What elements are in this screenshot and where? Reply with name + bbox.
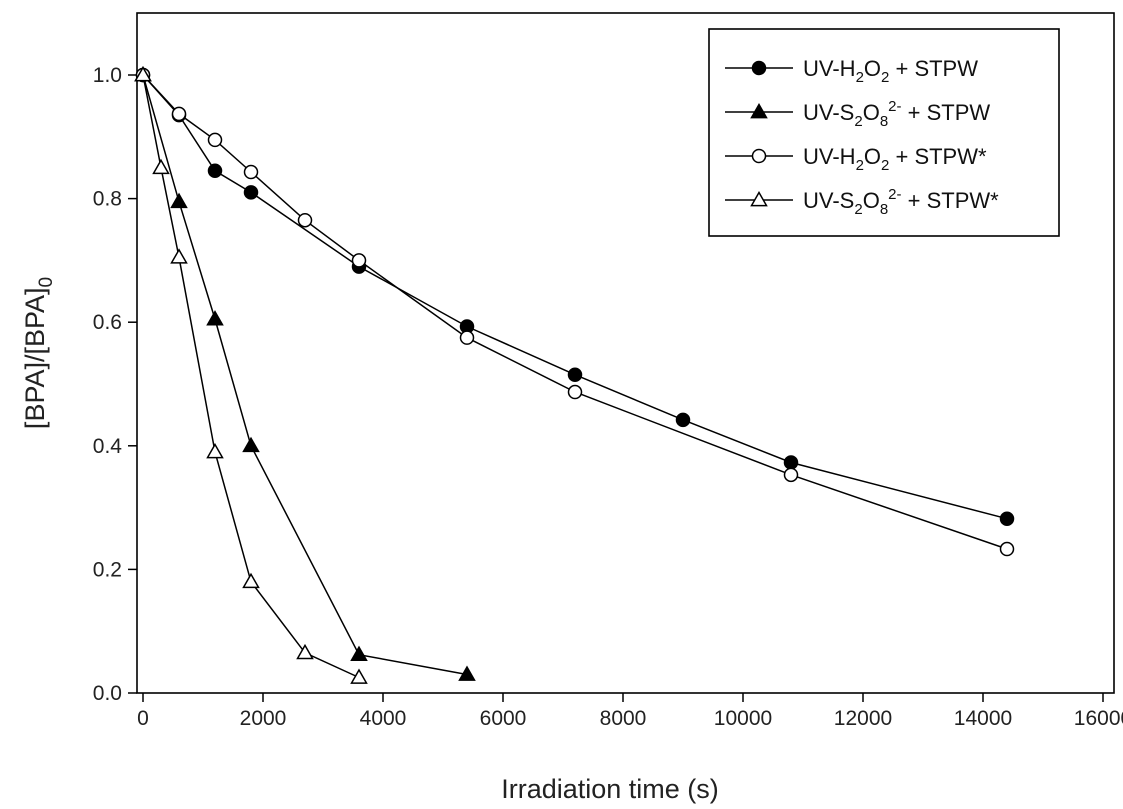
legend-label-part: UV-S [803, 188, 854, 213]
plot-frame [136, 12, 1115, 694]
x-axis-title: Irradiation time (s) [501, 774, 719, 804]
data-point [207, 132, 223, 148]
legend-label: UV-H2O2 + STPW [803, 56, 978, 86]
data-point [567, 384, 583, 400]
series-4 [134, 65, 368, 684]
legend-entry: UV-S2O82- + STPW [725, 98, 990, 130]
legend-label-part: 2 [854, 113, 862, 130]
data-point [351, 253, 367, 268]
y-tick-label: 0.6 [93, 311, 122, 334]
legend-entry: UV-H2O2 + STPW* [725, 144, 987, 174]
legend-label-part: O [864, 144, 881, 169]
data-point [206, 310, 224, 326]
data-point [350, 645, 368, 662]
data-point [458, 665, 476, 681]
legend-label-part: + STPW* [889, 144, 987, 169]
series-layer [134, 65, 1015, 684]
legend-label-part: UV-S [803, 100, 854, 125]
legend-label-part: 2 [854, 201, 862, 218]
legend-label: UV-S2O82- + STPW* [803, 186, 999, 218]
data-point [243, 185, 259, 200]
x-tick-label: 14000 [954, 707, 1012, 730]
legend-label: UV-H2O2 + STPW* [803, 144, 987, 174]
data-point [567, 367, 583, 382]
data-point [134, 65, 152, 82]
data-point [999, 541, 1015, 557]
legend-label-part: O [863, 188, 880, 213]
data-point [999, 511, 1015, 526]
data-point [206, 442, 224, 459]
data-point [170, 248, 188, 264]
data-point [243, 164, 259, 180]
data-point [171, 106, 187, 122]
legend-label-part: 2- [888, 186, 901, 203]
series-line [142, 74, 1008, 520]
legend-label-part: 8 [880, 201, 888, 218]
series-line [142, 74, 1008, 550]
legend-marker [751, 60, 767, 76]
data-point [350, 668, 368, 684]
y-tick-label: 0.0 [93, 682, 122, 705]
y-tick-label: 0.8 [93, 188, 122, 211]
x-tick-label: 10000 [714, 707, 772, 730]
y-tick-label: 1.0 [93, 64, 122, 87]
data-point [152, 158, 170, 175]
legend-label-part: O [863, 100, 880, 125]
legend-entry: UV-H2O2 + STPW [725, 56, 978, 86]
series-3 [135, 67, 1015, 557]
x-tick-label: 2000 [240, 707, 287, 730]
y-axis-title-subscript: 0 [36, 277, 57, 288]
series-line [142, 74, 468, 676]
x-tick-label: 4000 [360, 707, 407, 730]
legend-label-part: + STPW* [902, 188, 1000, 213]
data-point [783, 467, 799, 483]
legend-marker [751, 148, 767, 164]
data-point [170, 192, 188, 209]
legend-marker [750, 102, 768, 119]
legend-label-part: 8 [880, 113, 888, 130]
legend-label: UV-S2O82- + STPW [803, 98, 990, 130]
legend-label-part: 2 [881, 157, 889, 174]
legend-marker [750, 190, 768, 207]
data-point [296, 643, 314, 660]
data-point [459, 330, 475, 345]
y-tick-label: 0.2 [93, 558, 122, 581]
legend-label-part: UV-H [803, 144, 856, 169]
legend-label-part: 2 [881, 69, 889, 86]
x-tick-label: 8000 [600, 707, 647, 730]
data-point [207, 163, 223, 179]
data-point [783, 455, 799, 470]
data-point [297, 212, 313, 228]
x-tick-label: 0 [137, 707, 149, 730]
y-tick-label: 0.4 [93, 435, 123, 458]
y-axis-title-main: [BPA]/[BPA] [20, 288, 50, 430]
legend-label-part: 2 [856, 69, 864, 86]
plot-area [136, 12, 1115, 694]
data-point [675, 412, 691, 428]
legend-label-part: O [864, 56, 881, 81]
legend-entry: UV-S2O82- + STPW* [725, 186, 999, 218]
legend-box [708, 28, 1060, 237]
x-tick-label: 6000 [480, 707, 527, 730]
legend-label-part: + STPW [902, 100, 991, 125]
y-axis: 0.0 0.2 0.4 0.6 0.8 1.0 [93, 64, 137, 705]
legend-label-part: 2 [856, 157, 864, 174]
x-tick-label: 12000 [834, 707, 892, 730]
legend-label-part: UV-H [803, 56, 856, 81]
legend-label-part: + STPW [889, 56, 978, 81]
series-2 [134, 65, 476, 681]
y-axis-title: [BPA]/[BPA]0 [20, 277, 57, 429]
data-point [242, 436, 260, 453]
legend-label-part: 2- [888, 98, 901, 115]
data-point [242, 572, 260, 589]
